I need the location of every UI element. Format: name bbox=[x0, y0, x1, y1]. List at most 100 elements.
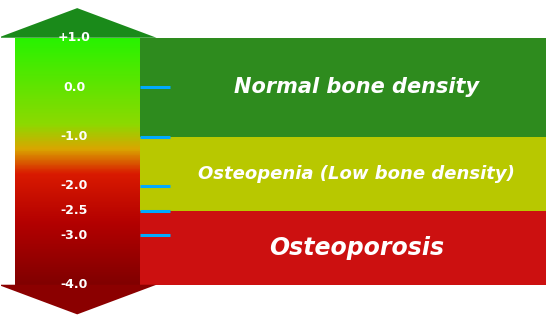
Bar bbox=[15, 180, 140, 181]
Bar bbox=[15, 92, 140, 93]
Bar bbox=[15, 205, 140, 206]
Bar bbox=[15, 190, 140, 191]
Bar bbox=[15, 199, 140, 200]
Bar bbox=[15, 280, 140, 281]
Bar bbox=[15, 216, 140, 217]
Bar bbox=[15, 214, 140, 215]
Bar bbox=[15, 112, 140, 113]
Bar bbox=[15, 268, 140, 269]
Bar bbox=[15, 50, 140, 51]
Bar bbox=[15, 143, 140, 144]
Bar bbox=[15, 127, 140, 128]
Bar bbox=[15, 281, 140, 282]
Bar bbox=[15, 249, 140, 250]
Bar bbox=[15, 53, 140, 54]
Bar bbox=[15, 41, 140, 42]
Bar bbox=[15, 38, 140, 39]
Bar bbox=[15, 107, 140, 108]
Text: 0.0: 0.0 bbox=[63, 81, 86, 94]
Bar bbox=[15, 235, 140, 236]
Bar bbox=[15, 177, 140, 178]
Bar bbox=[15, 276, 140, 277]
Bar bbox=[15, 157, 140, 158]
Bar bbox=[15, 262, 140, 263]
Bar bbox=[15, 49, 140, 50]
Bar bbox=[15, 221, 140, 222]
Text: -2.0: -2.0 bbox=[60, 180, 88, 192]
Bar bbox=[15, 263, 140, 264]
Bar bbox=[15, 166, 140, 167]
Bar bbox=[15, 283, 140, 284]
Bar bbox=[15, 203, 140, 204]
Bar bbox=[15, 230, 140, 231]
Bar bbox=[15, 282, 140, 283]
Text: -2.5: -2.5 bbox=[60, 204, 88, 217]
Bar bbox=[15, 60, 140, 61]
Bar bbox=[15, 234, 140, 235]
Text: Normal bone density: Normal bone density bbox=[234, 77, 479, 97]
Bar bbox=[15, 174, 140, 175]
Bar bbox=[15, 147, 140, 148]
Bar bbox=[15, 91, 140, 92]
Text: Osteoporosis: Osteoporosis bbox=[269, 236, 445, 260]
Bar bbox=[15, 175, 140, 176]
Bar bbox=[15, 272, 140, 273]
Bar bbox=[15, 218, 140, 219]
Bar bbox=[15, 151, 140, 152]
Bar bbox=[15, 82, 140, 83]
Bar bbox=[15, 40, 140, 41]
Bar bbox=[15, 186, 140, 187]
Bar bbox=[15, 273, 140, 274]
Bar bbox=[15, 236, 140, 237]
Bar bbox=[15, 197, 140, 198]
Bar bbox=[15, 201, 140, 202]
Bar bbox=[15, 81, 140, 82]
Bar bbox=[15, 95, 140, 96]
Bar bbox=[15, 87, 140, 88]
Bar bbox=[15, 277, 140, 278]
Bar bbox=[15, 182, 140, 183]
Bar bbox=[15, 58, 140, 59]
Bar bbox=[15, 200, 140, 201]
Bar bbox=[15, 211, 140, 212]
Bar bbox=[15, 155, 140, 156]
Bar bbox=[15, 204, 140, 205]
Bar bbox=[15, 252, 140, 253]
Bar bbox=[15, 138, 140, 139]
Bar bbox=[15, 71, 140, 72]
Bar bbox=[15, 202, 140, 203]
Bar bbox=[15, 219, 140, 220]
Bar bbox=[15, 156, 140, 157]
Bar bbox=[15, 172, 140, 173]
Bar bbox=[15, 188, 140, 189]
Bar bbox=[15, 142, 140, 143]
Bar bbox=[15, 46, 140, 47]
Bar bbox=[15, 114, 140, 115]
Bar bbox=[15, 90, 140, 91]
Bar bbox=[15, 42, 140, 43]
Bar bbox=[15, 65, 140, 66]
Bar bbox=[15, 228, 140, 229]
Text: -1.0: -1.0 bbox=[60, 130, 88, 143]
Bar bbox=[15, 271, 140, 272]
Bar bbox=[15, 131, 140, 132]
Bar bbox=[15, 51, 140, 52]
Bar bbox=[112, 38, 546, 137]
Bar bbox=[15, 141, 140, 142]
Bar bbox=[15, 145, 140, 146]
Bar bbox=[15, 122, 140, 123]
Bar bbox=[15, 98, 140, 99]
Bar bbox=[112, 211, 546, 285]
Bar bbox=[15, 162, 140, 163]
Bar bbox=[15, 167, 140, 168]
Bar bbox=[15, 161, 140, 162]
Bar bbox=[15, 67, 140, 68]
Bar bbox=[15, 83, 140, 84]
Bar bbox=[15, 191, 140, 192]
Bar bbox=[15, 84, 140, 85]
Bar bbox=[15, 194, 140, 195]
Bar bbox=[15, 183, 140, 184]
Bar bbox=[15, 63, 140, 64]
Bar bbox=[15, 198, 140, 199]
Bar bbox=[15, 149, 140, 150]
